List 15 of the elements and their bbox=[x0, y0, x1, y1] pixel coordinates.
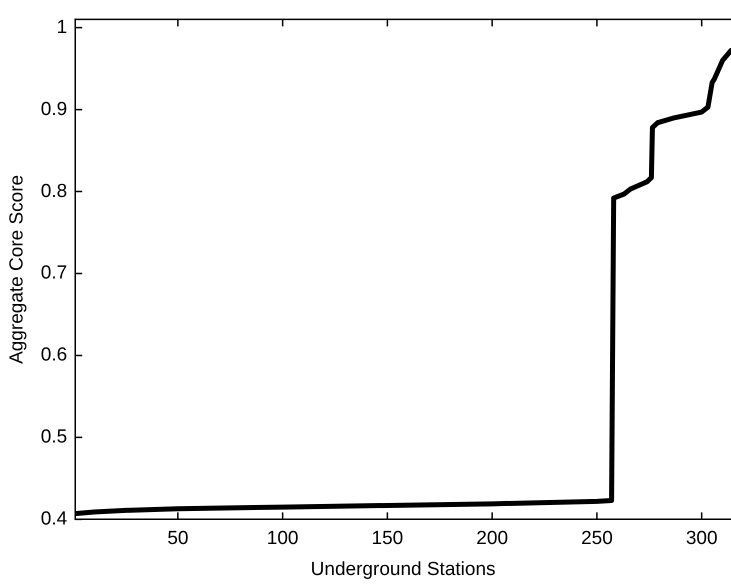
y-tick-label: 1 bbox=[56, 16, 68, 38]
x-tick-label: 200 bbox=[476, 528, 508, 550]
y-tick-label: 0.9 bbox=[40, 98, 68, 120]
y-axis-title: Aggregate Core Score bbox=[6, 174, 28, 364]
y-tick-label: 0.7 bbox=[40, 262, 68, 284]
y-tick-label: 0.6 bbox=[40, 344, 68, 366]
x-tick-label: 100 bbox=[266, 528, 298, 550]
x-tick-label: 150 bbox=[372, 528, 404, 550]
y-tick-label: 0.5 bbox=[40, 426, 68, 448]
y-tick-label: 0.4 bbox=[40, 508, 68, 530]
y-tick-label: 0.8 bbox=[40, 180, 68, 202]
x-tick-label: 50 bbox=[167, 528, 188, 550]
x-tick-label: 250 bbox=[581, 528, 613, 550]
x-tick-label: 300 bbox=[686, 528, 718, 550]
x-axis-title: Underground Stations bbox=[310, 558, 496, 580]
